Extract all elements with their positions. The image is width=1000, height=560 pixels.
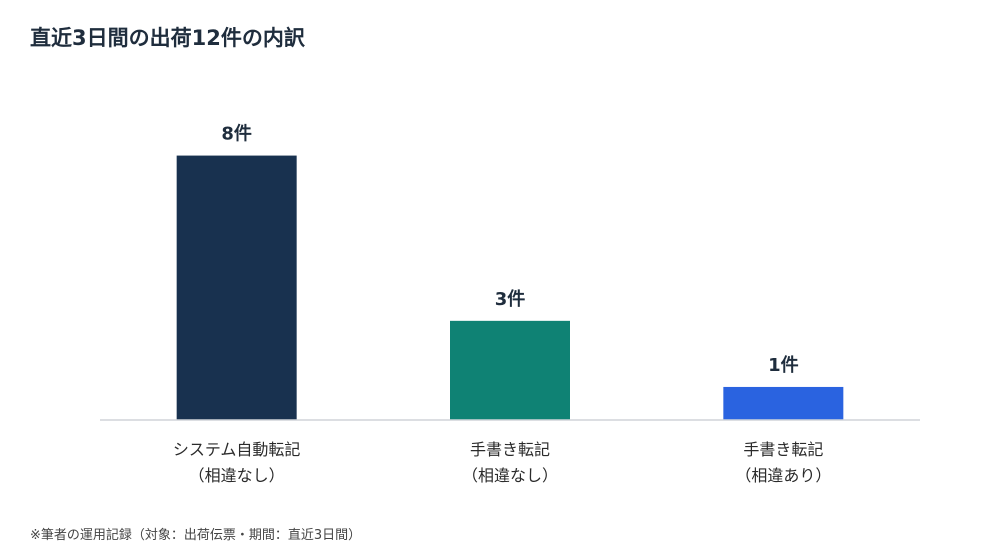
bar-2 [450,320,570,420]
category-label-2-line-1: 手書き転記 [470,440,550,459]
category-label-1-line-1: システム自動転記 [173,440,301,459]
bar-3 [723,386,844,420]
category-label-3-line-1: 手書き転記 [743,440,823,459]
footnote: ※筆者の運用記録（対象：出荷伝票・期間：直近3日間） [30,528,362,543]
bar-value-label-1: 8件 [221,123,252,145]
category-label-3-line-2: （相違あり） [735,466,831,485]
bar-1 [176,155,297,420]
category-label-2-line-2: （相違なし） [462,466,558,485]
chart-title: 直近3日間の出荷12件の内訳 [30,26,305,50]
category-label-1-line-2: （相違なし） [189,466,285,485]
bar-value-label-2: 3件 [495,288,526,310]
bar-value-label-3: 1件 [768,354,799,376]
bars-layer [176,155,844,420]
